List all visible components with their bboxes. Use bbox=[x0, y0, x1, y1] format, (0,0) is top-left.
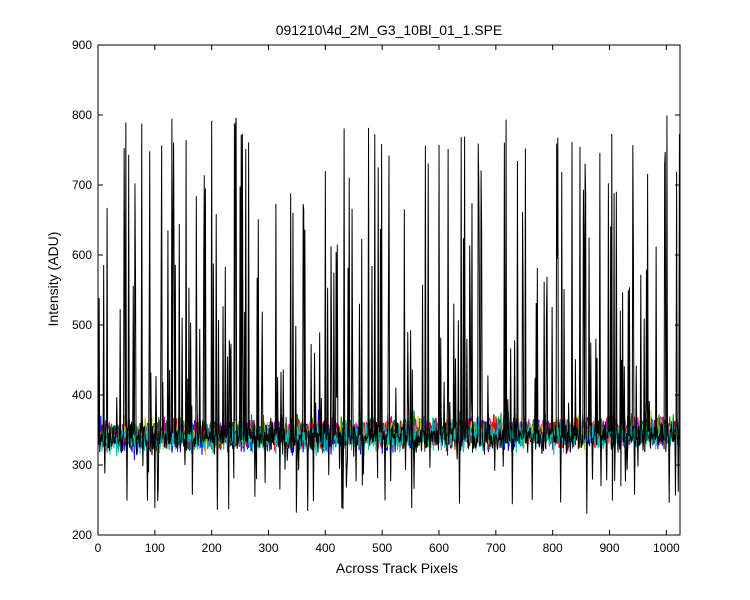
x-tick-label: 900 bbox=[600, 541, 620, 555]
x-tick-label: 700 bbox=[486, 541, 506, 555]
x-tick-label: 600 bbox=[429, 541, 449, 555]
x-tick-label: 800 bbox=[543, 541, 563, 555]
x-tick-label: 100 bbox=[145, 541, 165, 555]
y-tick-label: 700 bbox=[72, 178, 92, 192]
axes-frame bbox=[97, 44, 681, 536]
x-tick-label: 1000 bbox=[653, 541, 680, 555]
x-axis-label: Across Track Pixels bbox=[336, 560, 458, 576]
y-tick-label: 200 bbox=[72, 528, 92, 542]
y-tick-label: 500 bbox=[72, 318, 92, 332]
y-tick-label: 300 bbox=[72, 458, 92, 472]
y-tick-label: 900 bbox=[72, 38, 92, 52]
x-tick-label: 400 bbox=[315, 541, 335, 555]
y-tick-label: 800 bbox=[72, 108, 92, 122]
x-tick-label: 500 bbox=[372, 541, 392, 555]
x-tick-label: 0 bbox=[95, 541, 102, 555]
x-tick-label: 300 bbox=[258, 541, 278, 555]
x-axis: 0 100 200 300 400 500 600 700 800 900 1000 bbox=[95, 45, 680, 555]
y-tick-label: 400 bbox=[72, 388, 92, 402]
series-layer bbox=[98, 115, 681, 514]
y-tick-label: 600 bbox=[72, 248, 92, 262]
x-tick-label: 200 bbox=[202, 541, 222, 555]
y-axis-label: Intensity (ADU) bbox=[45, 232, 61, 327]
y-axis: 200 300 400 500 600 700 800 900 bbox=[72, 38, 680, 542]
series-line bbox=[98, 115, 681, 514]
chart-title: 091210\4d_2M_G3_10Bl_01_1.SPE bbox=[276, 22, 503, 38]
